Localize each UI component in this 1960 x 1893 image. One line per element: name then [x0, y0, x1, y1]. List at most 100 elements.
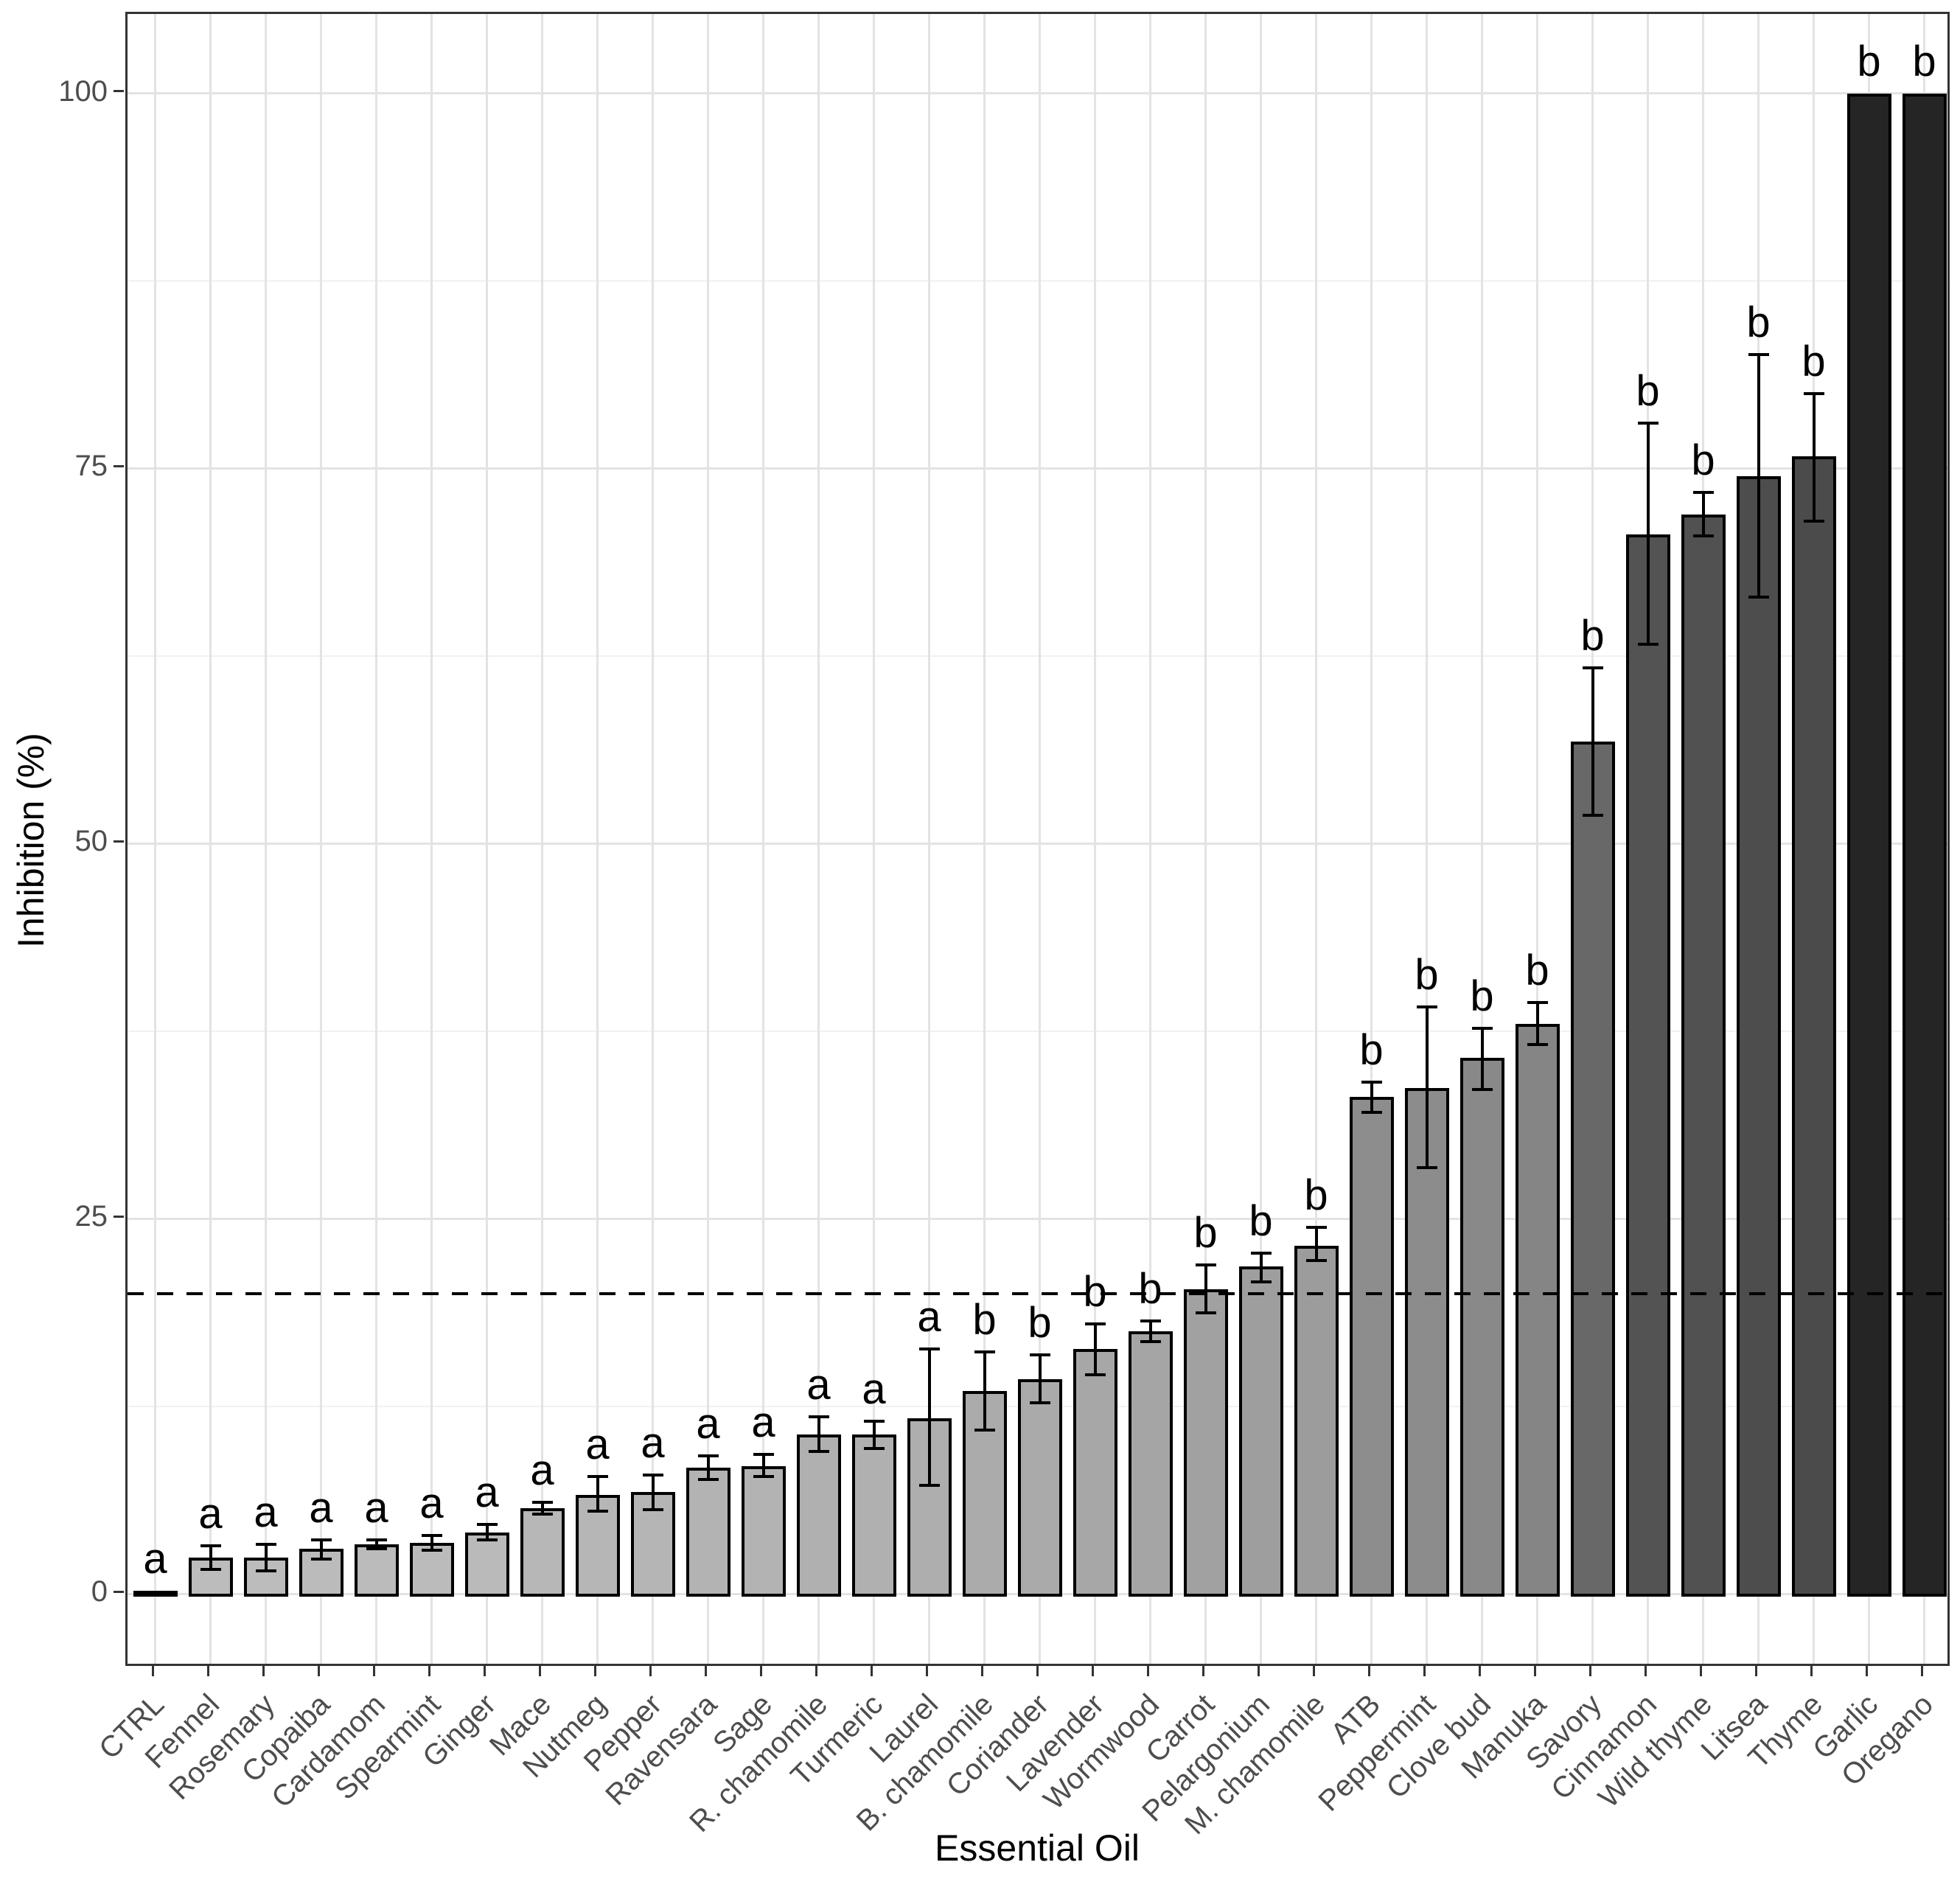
error-bar-cap-bottom: [1803, 519, 1824, 523]
gridline-vertical: [1370, 14, 1373, 1664]
gridline-minor-horizontal: [128, 279, 1947, 282]
significance-letter: b: [1359, 1025, 1384, 1074]
gridline-vertical: [541, 14, 543, 1664]
gridline-minor-horizontal: [128, 655, 1947, 657]
x-axis-tick: [539, 1666, 541, 1676]
error-bar-cap-bottom: [1582, 813, 1603, 817]
significance-letter: b: [1470, 972, 1494, 1020]
x-axis-tick: [152, 1666, 154, 1676]
bar: [1404, 1088, 1449, 1597]
significance-letter: b: [1802, 337, 1826, 386]
bar: [962, 1391, 1007, 1597]
error-bar-cap-bottom: [1029, 1401, 1050, 1405]
x-axis-tick: [1534, 1666, 1536, 1676]
gridline-vertical: [652, 14, 654, 1664]
error-bar-cap-bottom: [587, 1510, 608, 1513]
x-axis-tick: [1423, 1666, 1426, 1676]
error-bar: [817, 1416, 820, 1451]
error-bar-cap-top: [587, 1475, 608, 1479]
bar: [851, 1434, 896, 1597]
error-bar-cap-top: [1692, 490, 1714, 494]
significance-letter: b: [1249, 1196, 1273, 1245]
significance-letter: b: [1857, 37, 1881, 86]
threshold-line: [128, 1291, 1947, 1295]
error-bar: [1038, 1355, 1042, 1404]
x-axis-tick: [1810, 1666, 1813, 1676]
significance-letter: a: [143, 1534, 167, 1583]
error-bar: [706, 1455, 710, 1480]
error-bar: [1701, 492, 1705, 536]
error-bar-cap-top: [918, 1348, 940, 1351]
significance-letter: a: [475, 1468, 499, 1517]
error-bar-cap-top: [1527, 1001, 1548, 1004]
error-bar-cap-top: [421, 1533, 442, 1537]
error-bar-cap-bottom: [1195, 1311, 1216, 1315]
x-axis-tick: [760, 1666, 762, 1676]
significance-letter: b: [1912, 37, 1936, 86]
error-bar-cap-top: [366, 1538, 387, 1541]
error-bar-cap-top: [1582, 666, 1603, 670]
plot-panel: aaaaaaaaaaaaaaabbbbbbbbbbbbbbbbbb: [125, 12, 1950, 1666]
x-axis-tick: [926, 1666, 928, 1676]
significance-letter: a: [806, 1360, 831, 1409]
gridline-major-horizontal: [128, 842, 1947, 845]
x-axis-tick: [649, 1666, 652, 1676]
error-bar: [872, 1420, 876, 1448]
significance-letter: a: [309, 1483, 333, 1532]
x-axis-tick: [1092, 1666, 1094, 1676]
error-bar: [927, 1349, 931, 1486]
bar: [464, 1532, 509, 1597]
x-axis-tick: [705, 1666, 707, 1676]
significance-letter: a: [419, 1479, 444, 1527]
gridline-vertical: [209, 14, 212, 1664]
bar: [1570, 741, 1615, 1597]
significance-letter: a: [530, 1446, 554, 1494]
bar: [1681, 515, 1726, 1597]
y-axis-tick: [114, 1215, 124, 1218]
significance-letter: a: [917, 1293, 941, 1342]
gridline-vertical: [486, 14, 488, 1664]
error-bar-cap-top: [1195, 1263, 1216, 1267]
error-bar-cap-bottom: [476, 1538, 498, 1541]
error-bar-cap-bottom: [531, 1513, 553, 1516]
error-bar: [1314, 1227, 1318, 1261]
x-axis-tick: [1700, 1666, 1702, 1676]
gridline-vertical: [1204, 14, 1207, 1664]
y-tick-label: 100: [58, 74, 108, 108]
error-bar-cap-bottom: [1471, 1088, 1493, 1092]
y-axis-tick: [114, 840, 124, 843]
gridline-vertical: [873, 14, 875, 1664]
x-axis-tick: [1645, 1666, 1647, 1676]
bar: [1183, 1289, 1228, 1597]
x-axis-tick: [815, 1666, 817, 1676]
error-bar-cap-bottom: [366, 1547, 387, 1550]
gridline-vertical: [1149, 14, 1151, 1664]
significance-letter: b: [1580, 612, 1605, 660]
gridline-vertical: [1094, 14, 1096, 1664]
y-axis-tick: [114, 90, 124, 92]
x-axis-tick: [207, 1666, 209, 1676]
gridline-vertical: [1481, 14, 1483, 1664]
error-bar: [319, 1539, 323, 1560]
bar: [188, 1558, 233, 1597]
error-bar-cap-top: [808, 1415, 829, 1418]
error-bar-cap-bottom: [310, 1558, 332, 1561]
bar: [796, 1434, 841, 1597]
x-axis-tick: [1755, 1666, 1757, 1676]
gridline-vertical: [1039, 14, 1041, 1664]
error-bar: [1480, 1028, 1484, 1090]
error-bar: [264, 1544, 268, 1572]
error-bar: [1425, 1007, 1429, 1168]
error-bar-cap-bottom: [753, 1475, 774, 1479]
significance-letter: a: [585, 1420, 610, 1469]
significance-letter: b: [1138, 1264, 1162, 1313]
error-bar-cap-top: [1140, 1319, 1161, 1322]
error-bar: [1591, 668, 1594, 815]
bar: [1846, 93, 1891, 1597]
bar: [1736, 475, 1781, 1597]
gridline-major-horizontal: [128, 1217, 1947, 1220]
error-bar: [1204, 1265, 1207, 1314]
gridline-vertical: [1315, 14, 1317, 1664]
significance-letter: b: [1415, 951, 1439, 1000]
error-bar: [485, 1524, 489, 1540]
